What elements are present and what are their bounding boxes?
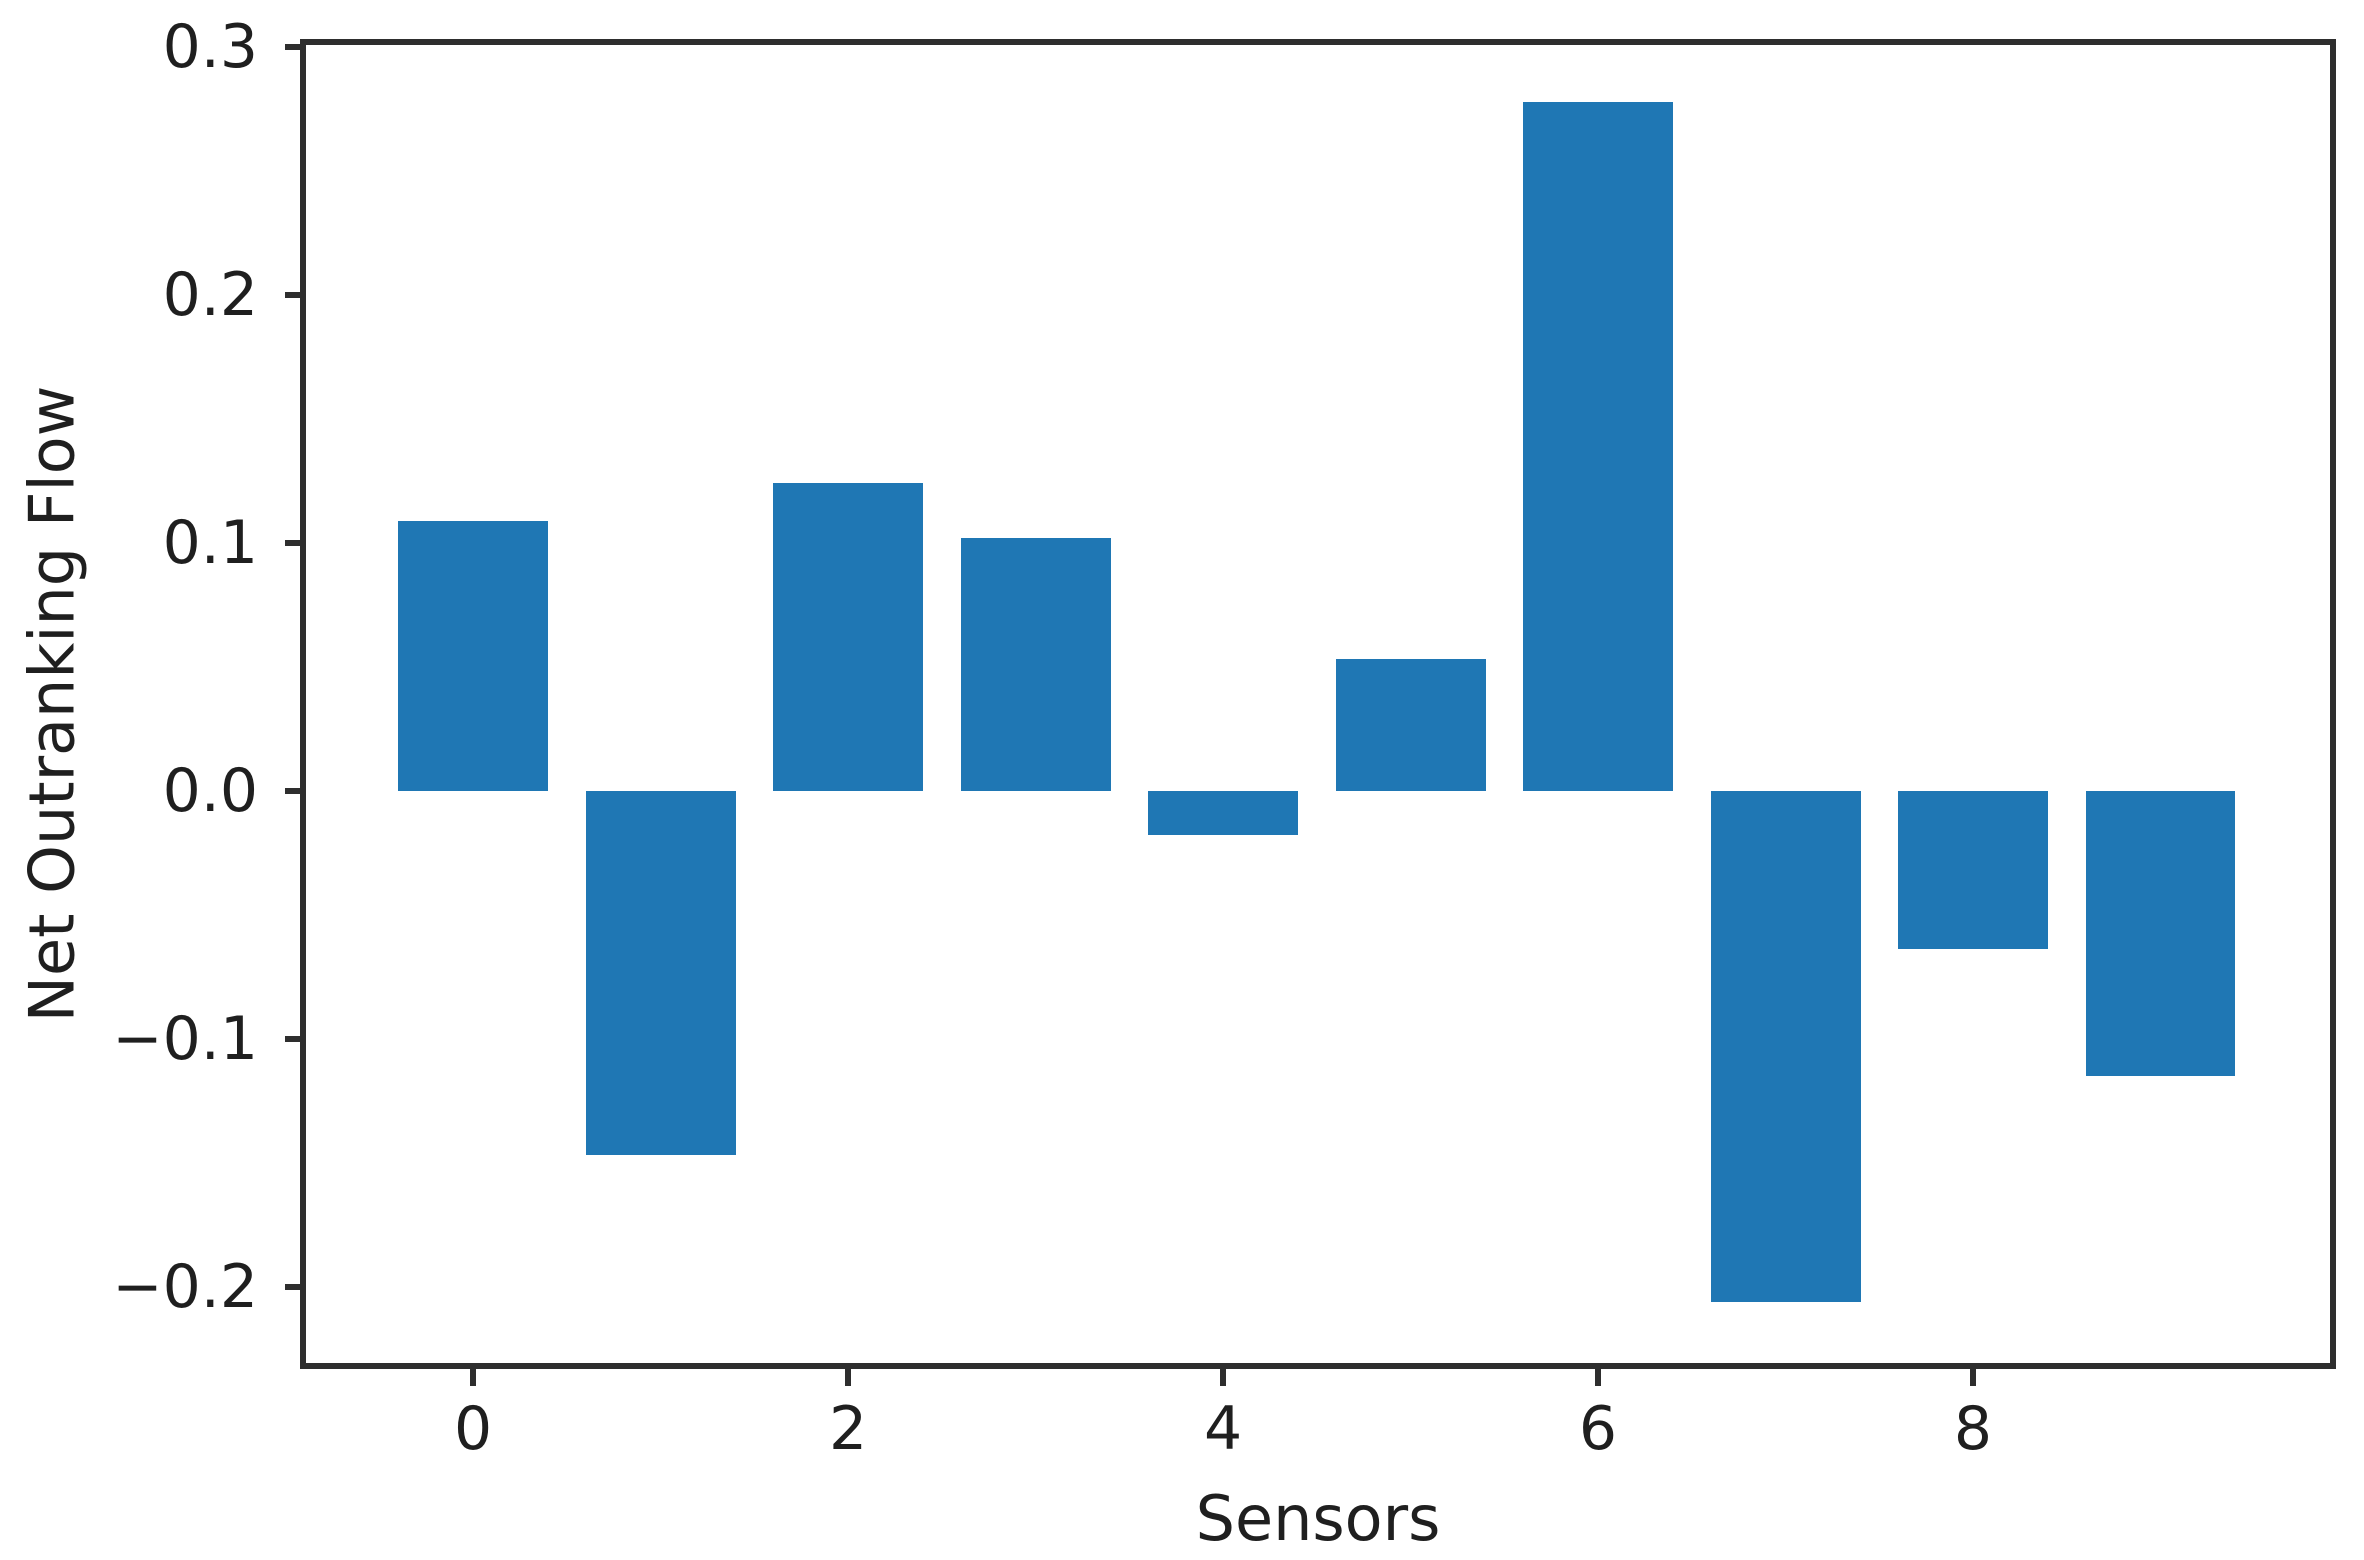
- y-tick-mark: [285, 787, 303, 794]
- bar-sensor-1: [585, 790, 736, 1156]
- bar-sensor-6: [1523, 101, 1673, 791]
- bar-sensor-9: [2085, 790, 2236, 1076]
- x-tick-label: 0: [453, 1394, 493, 1464]
- bar-sensor-5: [1335, 659, 1486, 791]
- x-tick-label: 4: [1203, 1394, 1243, 1464]
- y-tick-label: −0.1: [112, 1003, 258, 1074]
- y-tick-mark: [285, 291, 303, 298]
- y-tick-label: 0.1: [162, 507, 258, 578]
- x-tick-label: 8: [1953, 1394, 1993, 1464]
- x-tick-label: 6: [1578, 1394, 1618, 1464]
- y-tick-mark: [285, 43, 303, 50]
- x-tick-mark: [845, 1366, 852, 1386]
- x-tick-mark: [1220, 1366, 1227, 1386]
- bar-sensor-2: [773, 483, 924, 791]
- y-tick-mark: [285, 1035, 303, 1042]
- x-tick-mark: [1970, 1366, 1976, 1386]
- bar-sensor-8: [1898, 790, 2048, 950]
- bar-sensor-0: [398, 520, 549, 791]
- y-tick-mark: [285, 1283, 303, 1290]
- plot-area: [303, 42, 2333, 1366]
- y-tick-label: −0.2: [112, 1251, 258, 1322]
- y-tick-label: 0.0: [162, 755, 258, 826]
- y-tick-label: 0.3: [162, 11, 258, 82]
- bar-sensor-3: [960, 537, 1111, 791]
- bar-sensor-7: [1710, 790, 1861, 1302]
- x-tick-label: 2: [828, 1394, 868, 1464]
- y-tick-mark: [285, 539, 303, 546]
- x-tick-mark: [1595, 1366, 1602, 1386]
- bar-sensor-4: [1148, 790, 1299, 836]
- y-tick-label: 0.2: [162, 259, 258, 330]
- y-axis-label: Net Outranking Flow: [15, 385, 89, 1023]
- x-axis-label: Sensors: [1195, 1482, 1441, 1555]
- x-tick-mark: [470, 1366, 477, 1386]
